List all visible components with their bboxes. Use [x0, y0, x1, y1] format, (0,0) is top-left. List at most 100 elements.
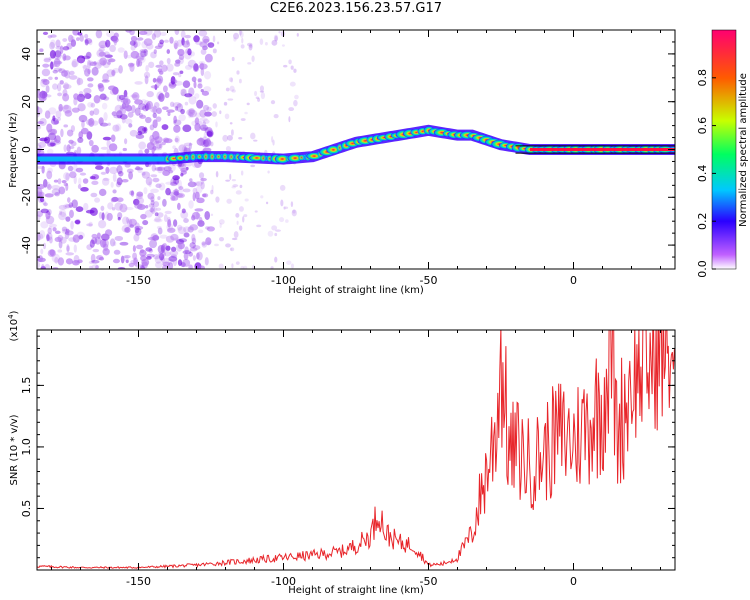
noise-speckle: [271, 135, 274, 143]
noise-speckle: [48, 76, 53, 81]
noise-speckle: [84, 39, 89, 46]
noise-speckle: [76, 37, 80, 41]
noise-speckle: [182, 258, 191, 267]
noise-speckle: [133, 257, 138, 266]
noise-speckle: [117, 217, 121, 221]
noise-speckle: [109, 238, 116, 247]
noise-speckle: [238, 225, 243, 231]
noise-speckle: [54, 191, 60, 197]
noise-speckle: [231, 178, 236, 182]
noise-speckle: [87, 83, 94, 88]
colorbar-label: Normalized spectral amplitude: [738, 73, 749, 227]
noise-speckle: [278, 31, 281, 34]
noise-speckle: [265, 201, 269, 205]
noise-speckle: [177, 259, 183, 267]
noise-speckle: [142, 220, 149, 226]
noise-speckle: [112, 37, 119, 43]
noise-speckle: [264, 41, 268, 46]
noise-speckle: [178, 73, 182, 78]
noise-speckle: [189, 111, 194, 118]
noise-speckle: [134, 203, 143, 209]
snr-y-label: SNR (10 * v/v): [9, 414, 20, 485]
noise-speckle: [69, 171, 77, 179]
noise-speckle: [188, 107, 195, 114]
noise-speckle: [113, 241, 117, 246]
noise-speckle: [204, 53, 213, 63]
colorbar-tick-label: 0.0: [696, 260, 709, 278]
noise-speckle: [62, 46, 70, 51]
noise-speckle: [82, 178, 89, 184]
noise-speckle: [120, 255, 125, 264]
noise-speckle: [206, 106, 212, 112]
noise-speckle: [129, 190, 134, 196]
noise-speckle: [197, 78, 202, 83]
noise-speckle: [170, 195, 176, 201]
noise-speckle: [173, 115, 177, 124]
noise-speckle: [65, 216, 71, 222]
noise-speckle: [164, 210, 172, 215]
noise-speckle: [96, 49, 105, 58]
noise-speckle: [152, 130, 160, 140]
noise-speckle: [172, 72, 180, 76]
noise-speckle: [279, 217, 285, 223]
noise-speckle: [229, 122, 233, 125]
noise-speckle: [112, 258, 120, 264]
noise-speckle: [41, 68, 51, 77]
noise-speckle: [98, 84, 105, 92]
noise-speckle: [144, 209, 153, 218]
noise-speckle: [180, 108, 185, 115]
noise-speckle: [83, 202, 89, 211]
noise-speckle: [155, 116, 162, 122]
noise-speckle: [162, 169, 171, 177]
noise-speckle: [88, 139, 94, 147]
noise-speckle: [254, 90, 258, 97]
snr-x-label: Height of straight line (km): [288, 585, 424, 596]
noise-speckle: [93, 108, 100, 116]
noise-speckle: [84, 68, 91, 77]
noise-speckle: [103, 51, 111, 59]
noise-speckle: [201, 241, 207, 246]
noise-speckle: [40, 248, 44, 255]
noise-speckle: [177, 242, 185, 250]
noise-speckle: [191, 76, 197, 83]
noise-speckle: [158, 143, 163, 149]
noise-speckle: [202, 104, 210, 111]
noise-speckle: [155, 64, 163, 68]
noise-speckle: [186, 109, 196, 116]
noise-speckle: [236, 70, 240, 75]
noise-speckle: [86, 223, 93, 227]
noise-speckle: [168, 191, 178, 197]
noise-speckle: [198, 229, 204, 234]
noise-speckle: [71, 107, 80, 113]
noise-speckle: [135, 193, 144, 200]
noise-speckle: [53, 142, 57, 147]
noise-speckle: [128, 62, 136, 67]
noise-speckle: [46, 170, 53, 180]
noise-speckle: [105, 229, 113, 237]
noise-speckle: [145, 102, 151, 111]
noise-speckle: [177, 202, 181, 211]
noise-speckle: [124, 138, 128, 145]
noise-speckle: [162, 137, 170, 143]
noise-speckle: [77, 57, 85, 64]
noise-speckle: [250, 132, 256, 140]
noise-speckle: [90, 176, 96, 180]
noise-speckle: [187, 109, 192, 119]
noise-speckle: [143, 38, 153, 47]
noise-speckle: [193, 35, 200, 43]
noise-speckle: [162, 106, 169, 111]
noise-speckle: [88, 260, 95, 265]
noise-speckle: [156, 91, 164, 101]
noise-speckle: [42, 242, 47, 250]
noise-speckle: [166, 63, 174, 72]
noise-speckle: [72, 234, 80, 243]
noise-speckle: [114, 104, 123, 114]
y-tick-label: 20: [20, 95, 33, 109]
noise-speckle: [139, 114, 147, 119]
noise-speckle: [218, 219, 225, 225]
colorbar: 0.0 0.2 0.4 0.6 0.8 Normalized spectral ampl…: [696, 29, 749, 278]
noise-speckle: [171, 196, 179, 201]
y-tick-label: 0.5: [20, 500, 33, 518]
noise-speckle: [283, 206, 289, 209]
noise-speckle: [257, 97, 261, 102]
